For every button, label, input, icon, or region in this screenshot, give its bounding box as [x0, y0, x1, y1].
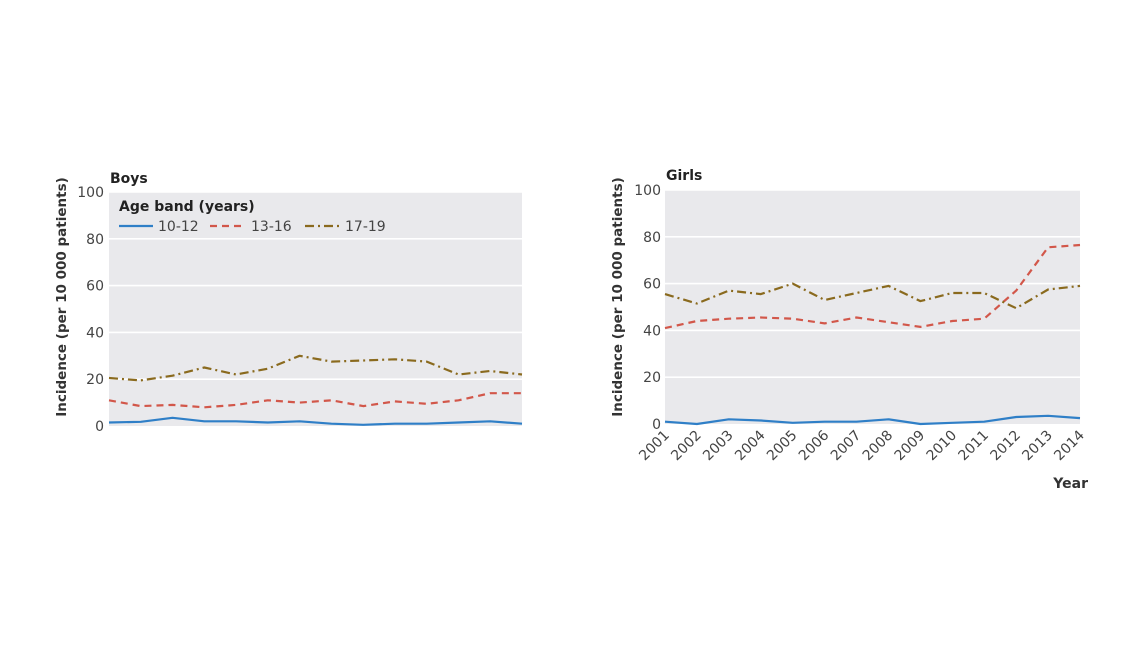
girls-y-tick-labels: 0 20 40 60 80 100: [634, 183, 661, 433]
girls-series-line-10-12: [664, 414, 1081, 426]
girls-y-tick-label: 40: [643, 323, 661, 339]
girls-y-tick-label: 0: [652, 417, 661, 433]
girls-x-tick-label: 2010: [924, 428, 961, 465]
girls-series-lines: [664, 243, 1081, 426]
girls-x-tick-label: 2014: [1051, 427, 1088, 464]
boys-y-axis-label: Incidence (per 10 000 patients): [54, 177, 70, 417]
boys-y-tick-label: 20: [86, 372, 104, 388]
girls-y-axis-label: Incidence (per 10 000 patients): [610, 177, 626, 417]
girls-plot-background: [665, 190, 1080, 424]
boys-y-tick-label: 40: [86, 325, 104, 341]
girls-x-tick-label: 2006: [796, 427, 833, 464]
girls-x-tick-label: 2009: [892, 428, 929, 465]
girls-x-tick-label: 2003: [700, 428, 737, 465]
boys-series-lines: [108, 354, 523, 426]
girls-x-tick-label: 2004: [732, 427, 769, 464]
girls-x-tick-label: 2002: [668, 428, 705, 465]
girls-x-tick-label: 2013: [1019, 428, 1056, 465]
girls-gridlines: [665, 189, 1080, 379]
legend-label-10-12: 10-12: [158, 219, 199, 235]
girls-series-line-13-16: [664, 243, 1081, 330]
girls-x-tick-label: 2012: [987, 428, 1024, 465]
boys-y-tick-label: 0: [95, 419, 104, 435]
girls-x-axis-label: Year: [1052, 476, 1088, 492]
girls-y-tick-label: 80: [643, 230, 661, 246]
boys-series-line-10-12: [108, 416, 523, 426]
boys-plot-background: [109, 192, 522, 426]
girls-x-tick-label: 2007: [828, 428, 865, 465]
boys-panel-title: Boys: [110, 171, 148, 187]
girls-x-tick-label: 2008: [860, 428, 897, 465]
legend-title: Age band (years): [119, 199, 255, 215]
boys-panel: 0 20 40 60 80 100 Boys Incidence (per 10 000 …: [54, 171, 523, 435]
girls-x-tick-labels: 2001200220032004200520062007200820092010…: [636, 427, 1088, 464]
girls-y-tick-label: 20: [643, 370, 661, 386]
legend-label-17-19: 17-19: [345, 219, 386, 235]
girls-x-tick-label: 2005: [764, 428, 801, 465]
boys-series-line-17-19: [108, 354, 523, 382]
legend-label-13-16: 13-16: [251, 219, 292, 235]
girls-y-tick-label: 60: [643, 277, 661, 293]
girls-panel: 0 20 40 60 80 100 200120022003200420052006200…: [610, 168, 1088, 492]
girls-panel-title: Girls: [666, 168, 702, 184]
boys-y-tick-label: 60: [86, 279, 104, 295]
girls-series-line-17-19: [664, 282, 1081, 310]
boys-y-tick-label: 100: [77, 185, 104, 201]
boys-y-tick-labels: 0 20 40 60 80 100: [77, 185, 104, 435]
legend: Age band (years) 10-12 13-16 17-19: [119, 199, 386, 235]
boys-series-line-13-16: [108, 392, 522, 409]
girls-y-tick-label: 100: [634, 183, 661, 199]
boys-y-tick-label: 80: [86, 232, 104, 248]
boys-gridlines: [109, 191, 522, 381]
girls-x-tick-label: 2011: [956, 428, 993, 465]
